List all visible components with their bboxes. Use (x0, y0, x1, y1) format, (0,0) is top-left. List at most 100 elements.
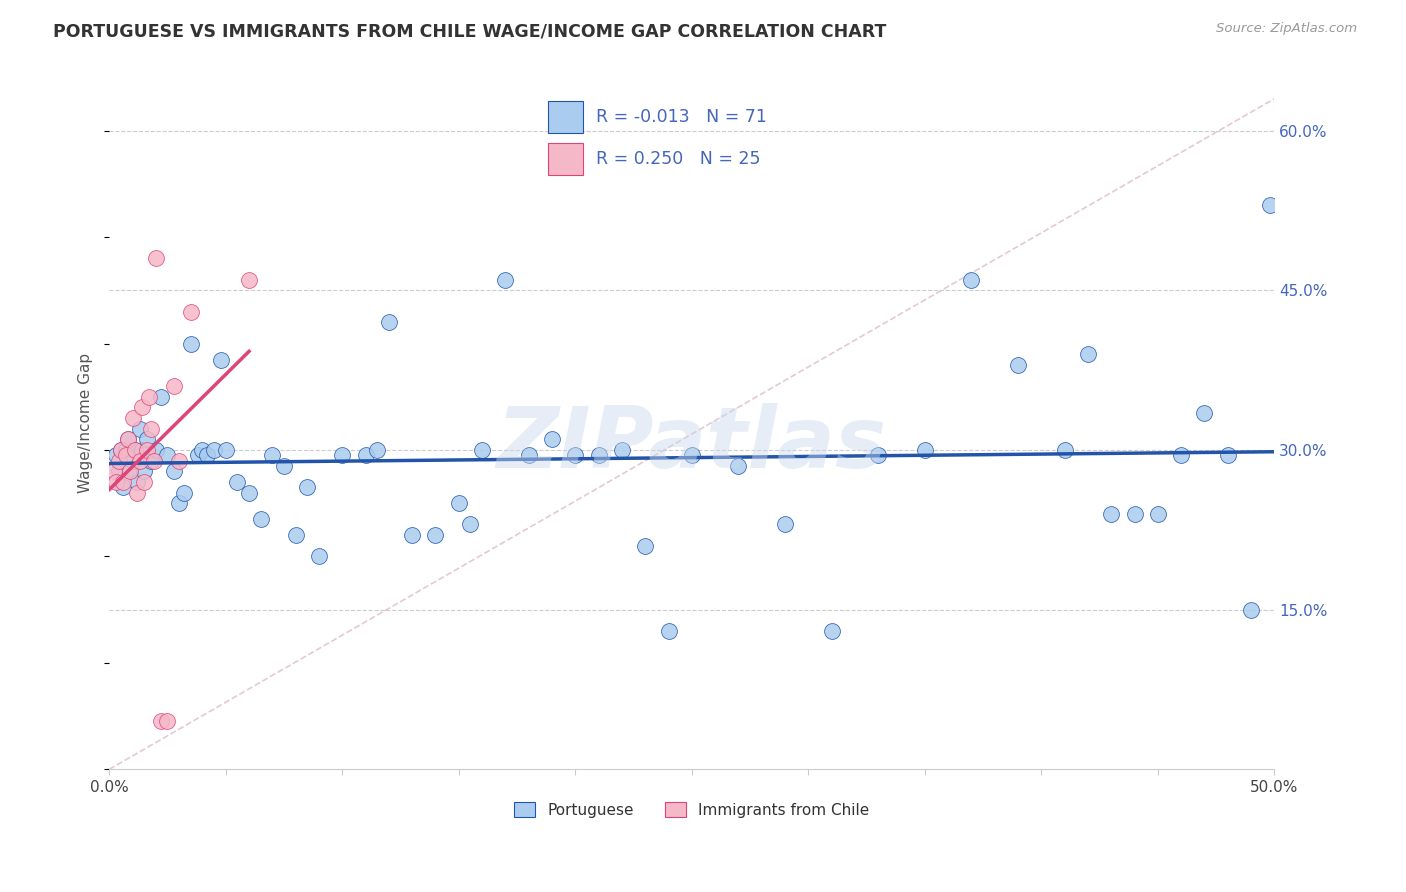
Point (1099, 507, 1122, 521)
Point (262, 448, 284, 462)
Point (120, 464, 142, 478)
Point (191, 442, 214, 457)
Point (131, 401, 153, 415)
Point (107, 453, 129, 467)
Point (127, 475, 149, 489)
Point (425, 528, 447, 542)
Point (238, 485, 260, 500)
Point (494, 273, 516, 287)
Point (128, 422, 150, 436)
Point (127, 485, 149, 500)
Y-axis label: Wage/Income Gap: Wage/Income Gap (79, 353, 93, 493)
Point (134, 475, 156, 489)
Point (366, 442, 388, 457)
Point (297, 480, 319, 494)
Point (112, 475, 135, 489)
Point (187, 448, 209, 462)
Point (238, 273, 260, 287)
Point (610, 442, 633, 457)
Point (114, 448, 136, 462)
Point (112, 480, 135, 494)
Point (121, 453, 143, 467)
Point (308, 549, 330, 564)
Point (447, 496, 470, 510)
Point (215, 442, 238, 457)
Point (914, 442, 936, 457)
Point (117, 433, 139, 447)
Point (124, 442, 146, 457)
Point (588, 448, 610, 462)
Point (1007, 358, 1029, 372)
Point (114, 442, 136, 457)
Point (868, 448, 890, 462)
Point (960, 273, 983, 287)
Point (156, 714, 179, 729)
Point (167, 496, 190, 510)
Point (1240, 602, 1263, 616)
Point (156, 448, 179, 462)
Point (284, 528, 307, 542)
Point (138, 390, 160, 404)
Point (378, 315, 401, 329)
Point (149, 390, 172, 404)
Point (564, 448, 586, 462)
Point (681, 448, 703, 462)
Point (167, 453, 190, 467)
Point (131, 442, 153, 457)
Point (273, 458, 295, 473)
Point (142, 453, 165, 467)
Point (249, 512, 271, 526)
Point (110, 442, 132, 457)
Point (657, 624, 679, 638)
Point (163, 379, 186, 393)
Point (149, 714, 172, 729)
Legend: Portuguese, Immigrants from Chile: Portuguese, Immigrants from Chile (508, 797, 876, 824)
Point (401, 528, 423, 542)
Point (1258, 198, 1281, 212)
Point (145, 252, 167, 266)
Text: PORTUGUESE VS IMMIGRANTS FROM CHILE WAGE/INCOME GAP CORRELATION CHART: PORTUGUESE VS IMMIGRANTS FROM CHILE WAGE… (53, 22, 887, 40)
Point (145, 442, 167, 457)
Point (128, 453, 150, 467)
Point (173, 485, 195, 500)
Point (202, 442, 225, 457)
Point (135, 433, 157, 447)
Point (209, 352, 232, 367)
Point (1216, 448, 1239, 462)
Point (354, 448, 377, 462)
Point (134, 464, 156, 478)
Point (124, 442, 146, 457)
Point (330, 448, 353, 462)
Point (1194, 406, 1216, 420)
Point (141, 422, 163, 436)
Point (141, 453, 163, 467)
Point (1170, 448, 1192, 462)
Point (1077, 347, 1099, 361)
Text: ZIPatlas: ZIPatlas (496, 402, 887, 485)
Point (1147, 507, 1170, 521)
Point (105, 475, 128, 489)
Point (180, 336, 202, 351)
Point (180, 304, 202, 318)
Point (195, 448, 218, 462)
Point (820, 624, 842, 638)
Point (135, 442, 157, 457)
Point (727, 458, 749, 473)
Point (226, 475, 249, 489)
Point (471, 442, 494, 457)
Point (1123, 507, 1146, 521)
Point (541, 433, 564, 447)
Point (107, 464, 129, 478)
Text: Source: ZipAtlas.com: Source: ZipAtlas.com (1216, 22, 1357, 36)
Point (120, 464, 142, 478)
Point (117, 433, 139, 447)
Point (163, 464, 186, 478)
Point (517, 448, 540, 462)
Point (773, 517, 796, 532)
Point (105, 448, 128, 462)
Point (460, 517, 482, 532)
Point (103, 464, 125, 478)
Point (110, 442, 132, 457)
Point (634, 539, 657, 553)
Point (121, 411, 143, 425)
